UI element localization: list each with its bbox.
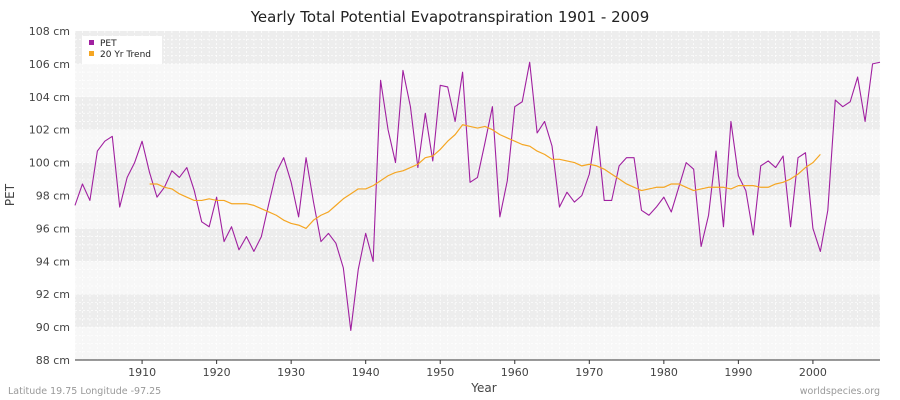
legend-swatch-pet — [89, 40, 94, 45]
series-line-trend — [149, 124, 821, 229]
y-tick-label: 96 cm — [36, 222, 70, 235]
x-tick-label: 1980 — [650, 366, 678, 379]
x-tick-label: 1940 — [352, 366, 380, 379]
x-tick-label: 1920 — [203, 366, 231, 379]
legend-swatch-trend — [89, 51, 94, 56]
y-tick-label: 108 cm — [29, 25, 70, 38]
footer-coordinates: Latitude 19.75 Longitude -97.25 — [8, 386, 161, 397]
x-tick-label: 1950 — [426, 366, 454, 379]
x-tick-label: 1960 — [501, 366, 529, 379]
x-axis-ticks: 1910 1920 1930 1940 1950 1960 1970 1980 1990 2000 — [128, 360, 827, 379]
y-tick-label: 92 cm — [36, 288, 70, 301]
y-tick-label: 100 cm — [29, 157, 70, 170]
x-axis-label: Year — [470, 381, 496, 395]
y-tick-label: 98 cm — [36, 190, 70, 203]
y-axis-label: PET — [3, 183, 17, 206]
y-tick-label: 94 cm — [36, 255, 70, 268]
legend-box — [82, 36, 162, 64]
y-axis-ticks: 88 cm 90 cm 92 cm 94 cm 96 cm 98 cm 100 cm 102 … — [29, 25, 70, 367]
y-tick-label: 88 cm — [36, 354, 70, 367]
series-line-pet — [74, 61, 881, 331]
data-series — [74, 61, 881, 331]
legend-label-trend: 20 Yr Trend — [100, 50, 151, 60]
legend-label-pet: PET — [100, 39, 117, 49]
y-tick-label: 102 cm — [29, 124, 70, 137]
footer-source: worldspecies.org — [800, 386, 880, 397]
legend: PET 20 Yr Trend — [82, 36, 162, 64]
x-tick-label: 1930 — [277, 366, 305, 379]
x-tick-label: 1990 — [724, 366, 752, 379]
x-tick-label: 1910 — [128, 366, 156, 379]
x-tick-label: 1970 — [575, 366, 603, 379]
y-tick-label: 106 cm — [29, 58, 70, 71]
grid-lines — [74, 31, 881, 360]
chart-title: Yearly Total Potential Evapotranspiratio… — [250, 8, 650, 26]
y-tick-label: 104 cm — [29, 91, 70, 104]
x-tick-label: 2000 — [799, 366, 827, 379]
y-tick-label: 90 cm — [36, 321, 70, 334]
